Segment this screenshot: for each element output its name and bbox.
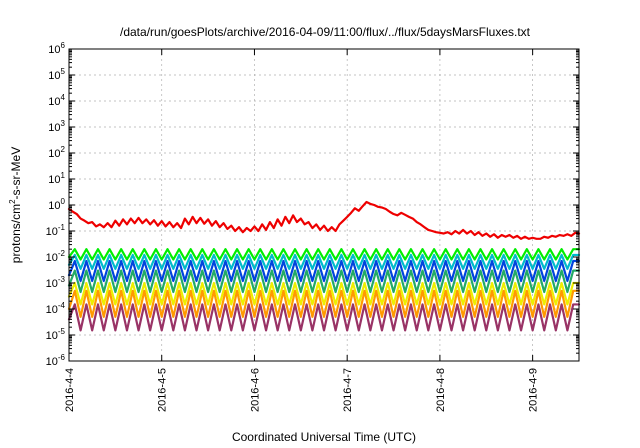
y-tick-exponent: -5 <box>58 327 66 336</box>
y-tick-label: 103 <box>48 119 65 134</box>
y-tick-base: 10 <box>46 252 58 264</box>
y-tick-label: 10-5 <box>46 327 66 342</box>
y-tick-base: 10 <box>48 200 60 212</box>
y-tick-exponent: -6 <box>58 353 66 362</box>
y-axis-label: protons/cm2-s-sr-MeV <box>8 147 23 263</box>
x-tick-label: 2016-4-4 <box>64 368 76 412</box>
y-tick-exponent: 0 <box>61 197 66 206</box>
y-tick-label: 10-4 <box>46 301 66 316</box>
x-tick-labels: 2016-4-4 2016-4-5 2016-4-6 2016-4-7 2016-4-8… <box>64 368 540 412</box>
y-tick-exponent: 3 <box>61 119 66 128</box>
axis-ticks <box>68 48 579 362</box>
y-tick-label: 10-3 <box>46 275 66 290</box>
y-tick-base: 10 <box>46 226 58 238</box>
series-lines <box>67 200 581 332</box>
y-tick-label: 100 <box>48 197 65 212</box>
y-tick-base: 10 <box>48 174 60 186</box>
x-tick-label: 2016-4-6 <box>249 368 261 412</box>
y-axis-label-main: protons/cm <box>9 204 23 263</box>
y-tick-exponent: 5 <box>61 67 66 76</box>
y-tick-label: 10-2 <box>46 249 66 264</box>
y-tick-label: 102 <box>48 145 65 160</box>
y-tick-label: 10-1 <box>46 223 66 238</box>
x-axis-label: Coordinated Universal Time (UTC) <box>232 430 416 444</box>
x-tick-label: 2016-4-8 <box>435 368 447 412</box>
y-axis-label-units: -s-sr-MeV <box>9 147 23 200</box>
y-tick-exponent: -1 <box>58 223 66 232</box>
y-axis-label-exponent: 2 <box>8 199 17 204</box>
series-line <box>67 269 581 294</box>
y-tick-base: 10 <box>48 96 60 108</box>
y-tick-labels: 10-610-510-410-310-210-11001011021031041… <box>46 41 66 368</box>
series-line <box>67 253 581 270</box>
y-tick-label: 105 <box>48 67 65 82</box>
x-tick-label: 2016-4-9 <box>528 368 540 412</box>
y-tick-base: 10 <box>48 122 60 134</box>
y-tick-exponent: -4 <box>58 301 66 310</box>
y-tick-label: 106 <box>48 41 65 56</box>
y-tick-base: 10 <box>46 304 58 316</box>
y-tick-base: 10 <box>46 278 58 290</box>
chart-title: /data/run/goesPlots/archive/2016-04-09/1… <box>120 25 531 39</box>
y-tick-base: 10 <box>48 148 60 160</box>
x-tick-label: 2016-4-5 <box>157 368 169 412</box>
series-line <box>67 303 581 332</box>
y-tick-exponent: -2 <box>58 249 66 258</box>
y-tick-label: 10-6 <box>46 353 66 368</box>
y-tick-exponent: 6 <box>61 41 66 50</box>
y-tick-exponent: -3 <box>58 275 66 284</box>
series-line <box>67 248 581 261</box>
y-tick-exponent: 2 <box>61 145 66 154</box>
y-tick-label: 104 <box>48 93 65 108</box>
y-tick-base: 10 <box>48 70 60 82</box>
series-line <box>67 289 581 318</box>
grid-lines <box>69 49 579 361</box>
y-tick-label: 101 <box>48 171 65 186</box>
y-tick-base: 10 <box>48 44 60 56</box>
x-tick-label: 2016-4-7 <box>342 368 354 412</box>
series-line <box>67 259 581 283</box>
y-tick-base: 10 <box>46 356 58 368</box>
y-tick-exponent: 1 <box>61 171 66 180</box>
series-line <box>67 200 581 240</box>
y-tick-base: 10 <box>46 330 58 342</box>
y-tick-exponent: 4 <box>61 93 66 102</box>
series-line <box>67 281 581 306</box>
